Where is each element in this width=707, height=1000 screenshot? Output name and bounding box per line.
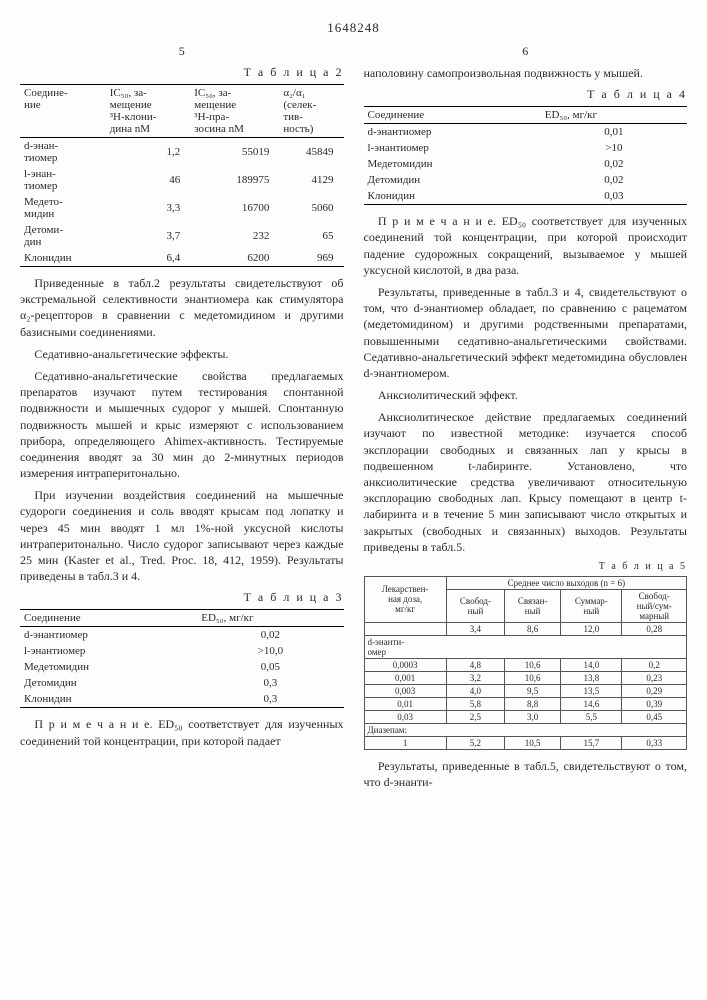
table-row: d-энантиомер0,01 xyxy=(364,124,688,141)
table4-title: Т а б л и ц а 4 xyxy=(364,87,688,102)
t2-h0: Соедине- ние xyxy=(20,85,106,138)
table-row: Медетомидин0,02 xyxy=(364,156,688,172)
page-num-right: 6 xyxy=(364,44,688,59)
table-row: 3,48,612,00,28 xyxy=(364,622,687,635)
table-row: Детоми- дин3,723265 xyxy=(20,222,344,250)
t2-h1: IC₅₀, за- мещение ³H-клони- дина nM xyxy=(106,85,191,138)
table5-title: Т а б л и ц а 5 xyxy=(364,561,688,572)
table-row: 0,032,53,05,50,45 xyxy=(364,710,687,723)
t5-h0: Лекарствен- ная доза, мг/кг xyxy=(364,576,446,622)
table2-title: Т а б л и ц а 2 xyxy=(20,65,344,80)
left-column: 5 Т а б л и ц а 2 Соедине- ние IC₅₀, за-… xyxy=(20,44,344,796)
table-row: Детомидин0,3 xyxy=(20,675,344,691)
table3-title: Т а б л и ц а 3 xyxy=(20,590,344,605)
table-row: 0,015,88,814,60,39 xyxy=(364,697,687,710)
table-row: Клонидин0,03 xyxy=(364,188,688,205)
table-row: Клонидин6,46200969 xyxy=(20,250,344,267)
doc-number: 1648248 xyxy=(20,20,687,36)
t3-h1: ED₅₀, мг/кг xyxy=(197,610,343,627)
table-row: 0,00034,810,614,00,2 xyxy=(364,658,687,671)
para-heading: Анксиолитический эффект. xyxy=(364,387,688,403)
t5-sh3: Свобод- ный/сум- марный xyxy=(622,589,687,622)
table-row: Детомидин0,02 xyxy=(364,172,688,188)
t4-h1: ED₅₀, мг/кг xyxy=(541,107,687,124)
table-row: Медето- мидин3,3167005060 xyxy=(20,194,344,222)
table-group: d-энанти- омер xyxy=(364,635,687,658)
para: Анксиолитическое действие предлагаемых с… xyxy=(364,409,688,555)
table-2: Соедине- ние IC₅₀, за- мещение ³H-клони-… xyxy=(20,84,344,267)
t5-sh2: Суммар- ный xyxy=(561,589,622,622)
para: П р и м е ч а н и е. ED₅₀ соответствует … xyxy=(20,716,344,748)
table-row: Клонидин0,3 xyxy=(20,691,344,708)
t5-sh0: Свобод- ный xyxy=(446,589,504,622)
para: При изучении воздействия соединений на м… xyxy=(20,487,344,584)
t3-h0: Соединение xyxy=(20,610,197,627)
table-row: 15,210,515,70,33 xyxy=(364,736,687,749)
table-row: l-энантиомер>10 xyxy=(364,140,688,156)
table-row: d-энан- тиомер1,25501945849 xyxy=(20,138,344,167)
para-heading: Седативно-анальгетические эффекты. xyxy=(20,346,344,362)
table-row: 0,0034,09,513,50,29 xyxy=(364,684,687,697)
table-row: l-энан- тиомер461899754129 xyxy=(20,166,344,194)
para: Результаты, приведенные в табл.5, свидет… xyxy=(364,758,688,790)
right-column: 6 наполовину самопроизвольная подвижност… xyxy=(364,44,688,796)
t4-h0: Соединение xyxy=(364,107,541,124)
page-num-left: 5 xyxy=(20,44,344,59)
para: Седативно-анальгетические свойства предл… xyxy=(20,368,344,481)
para: Приведенные в табл.2 результаты свидетел… xyxy=(20,275,344,340)
table-group: Диазепам: xyxy=(364,723,687,736)
table-3: СоединениеED₅₀, мг/кг d-энантиомер0,02 l… xyxy=(20,609,344,708)
t5-h1: Среднее число выходов (n = 6) xyxy=(446,576,686,589)
para: наполовину самопроизвольная подвижность … xyxy=(364,65,688,81)
t2-h3: α₂/α₁ (селек- тив- ность) xyxy=(279,85,343,138)
t5-sh1: Связан- ный xyxy=(505,589,561,622)
table-row: d-энантиомер0,02 xyxy=(20,627,344,644)
para: Результаты, приведенные в табл.3 и 4, св… xyxy=(364,284,688,381)
table-row: Медетомидин0,05 xyxy=(20,659,344,675)
para: П р и м е ч а н и е. ED₅₀ соответствует … xyxy=(364,213,688,278)
table-5: Лекарствен- ная доза, мг/кг Среднее числ… xyxy=(364,576,688,750)
t2-h2: IC₅₀, за- мещение ³H-пра- зосина nM xyxy=(190,85,279,138)
table-row: 0,0013,210,613,80,23 xyxy=(364,671,687,684)
table-4: СоединениеED₅₀, мг/кг d-энантиомер0,01 l… xyxy=(364,106,688,205)
table-row: l-энантиомер>10,0 xyxy=(20,643,344,659)
